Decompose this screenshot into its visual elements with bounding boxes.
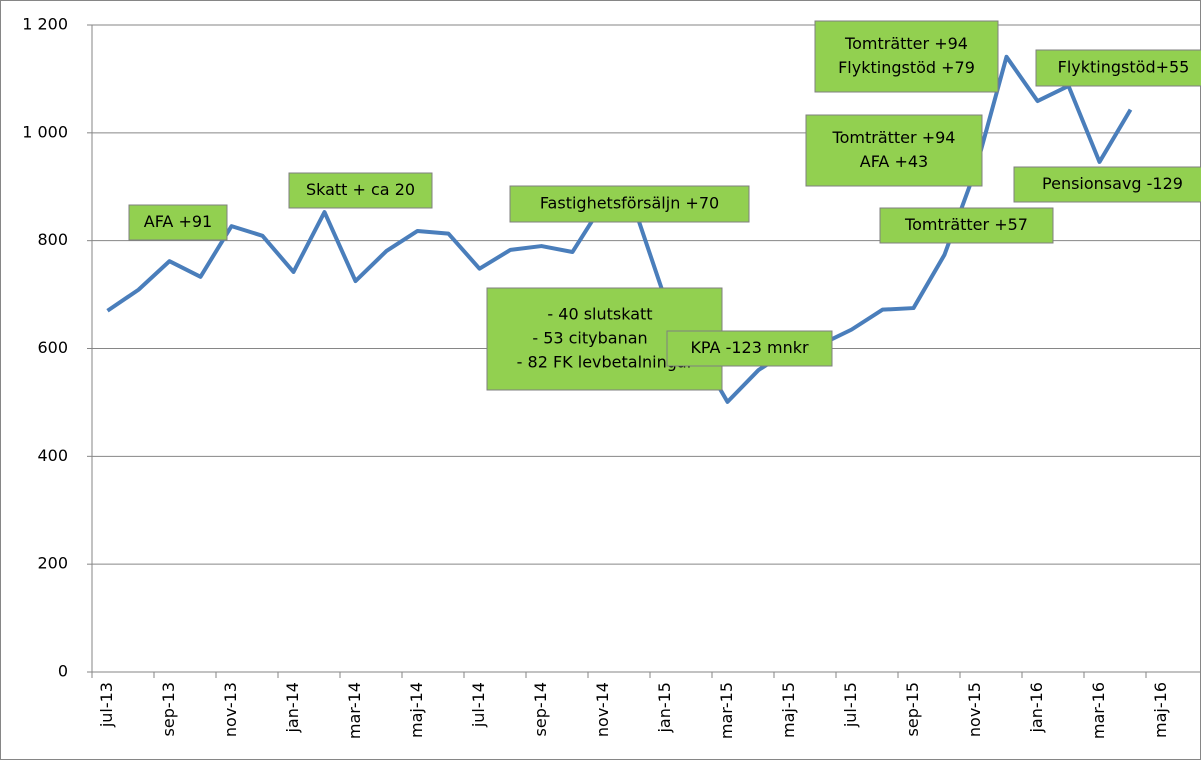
annotation-box xyxy=(805,114,983,187)
x-tick-label: jul-13 xyxy=(97,682,116,728)
annotation-box xyxy=(128,204,228,241)
annotation-box xyxy=(1035,49,1201,87)
annotation-text: Skatt + ca 20 xyxy=(306,180,415,199)
x-tick-label: jan-16 xyxy=(1027,682,1046,734)
annotation: Tomträtter +94 Flyktingstöd +79 xyxy=(814,20,999,93)
x-tick-label: jan-15 xyxy=(655,682,674,734)
annotation: Flyktingstöd+55 xyxy=(1035,49,1201,87)
x-tick-label: mar-15 xyxy=(717,682,736,739)
annotation-text: AFA +91 xyxy=(144,212,212,231)
annotation-text: - 53 citybanan xyxy=(532,329,647,348)
x-tick-label: mar-16 xyxy=(1089,682,1108,739)
y-tick-label: 0 xyxy=(58,662,68,681)
annotation-text: AFA +43 xyxy=(860,152,928,171)
annotation-text: Fastighetsförsäljn +70 xyxy=(540,194,719,213)
annotation-text: Flyktingstöd +79 xyxy=(838,58,975,77)
annotation-text: Tomträtter +94 xyxy=(844,34,968,53)
annotation-text: - 82 FK levbetalningar xyxy=(517,353,694,372)
annotation-text: Pensionsavg -129 xyxy=(1042,174,1183,193)
x-tick-label: jan-14 xyxy=(283,682,302,734)
annotation: Skatt + ca 20 xyxy=(288,172,433,209)
annotation-text: Tomträtter +94 xyxy=(832,128,956,147)
x-tick-label: sep-14 xyxy=(531,682,550,736)
annotation-box xyxy=(1013,166,1201,203)
y-tick-label: 1 200 xyxy=(22,15,68,34)
x-axis: jul-13 sep-13 nov-13 jan-14 mar-14 maj-14 jul-… xyxy=(91,25,1170,739)
y-tick-label: 200 xyxy=(37,554,68,573)
y-tick-label: 800 xyxy=(37,230,68,249)
annotation-box xyxy=(814,20,999,93)
annotations: AFA +91 Skatt + ca 20 Fastighetsförsäljn +… xyxy=(128,20,1201,391)
annotation-box xyxy=(666,330,833,367)
annotation: Fastighetsförsäljn +70 xyxy=(509,185,750,223)
x-tick-label: nov-14 xyxy=(593,682,612,737)
x-tick-label: jul-14 xyxy=(469,682,488,728)
annotation-text: - 40 slutskatt xyxy=(547,305,652,324)
annotation-box xyxy=(509,185,750,223)
x-tick-label: nov-13 xyxy=(221,682,240,737)
annotation-box xyxy=(879,207,1054,244)
annotation-box xyxy=(288,172,433,209)
x-tick-label: nov-15 xyxy=(965,682,984,737)
y-tick-label: 400 xyxy=(37,446,68,465)
annotation: Pensionsavg -129 xyxy=(1013,166,1201,203)
x-tick-label: maj-14 xyxy=(407,682,426,738)
annotation-text: Tomträtter +57 xyxy=(904,215,1028,234)
x-tick-label: jul-15 xyxy=(841,682,860,728)
annotation: Tomträtter +57 xyxy=(879,207,1054,244)
annotation-text: Flyktingstöd+55 xyxy=(1058,58,1190,77)
x-tick-label: sep-15 xyxy=(903,682,922,736)
annotation: KPA -123 mnkr xyxy=(666,330,833,367)
x-tick-label: maj-16 xyxy=(1151,682,1170,738)
y-tick-label: 1 000 xyxy=(22,122,68,141)
x-tick-label: sep-13 xyxy=(159,682,178,736)
annotation: Tomträtter +94 AFA +43 xyxy=(805,114,983,187)
x-tick-label: mar-14 xyxy=(345,682,364,739)
annotation: AFA +91 xyxy=(128,204,228,241)
x-tick-label: maj-15 xyxy=(779,682,798,738)
annotation-text: KPA -123 mnkr xyxy=(690,338,809,357)
y-tick-label: 600 xyxy=(37,338,68,357)
